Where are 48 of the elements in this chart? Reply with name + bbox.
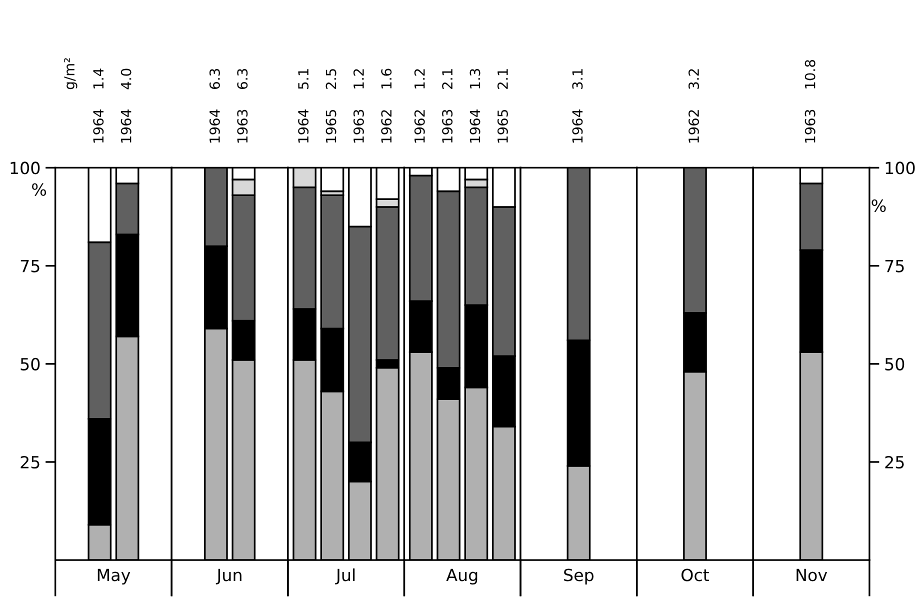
y-tick-label: 25 [20, 456, 40, 469]
y-tick-label: 75 [885, 260, 904, 272]
text: 1.3 [470, 68, 480, 88]
x-tick-label: 1963 [353, 110, 364, 143]
x-tick-label: 1965 [497, 110, 508, 143]
text: 1.2 [353, 69, 364, 88]
text: 1.6 [381, 68, 392, 88]
x-axis-title: Aug [446, 568, 478, 585]
y-tick-label: 75 [20, 260, 40, 272]
text: 6.3 [237, 68, 248, 89]
x-tick-label: 1963 [237, 110, 248, 143]
x-tick-label: 1964 [93, 110, 104, 143]
x-axis-title: Nov [796, 568, 828, 582]
text: 2.1 [497, 69, 508, 89]
x-tick-label: 1962 [381, 110, 392, 143]
text: 5.1 [298, 69, 309, 89]
y-axis-title: % [32, 183, 46, 196]
x-axis-title: Oct [682, 568, 709, 582]
x-tick-label: 1963 [442, 110, 453, 143]
text: 3.2 [688, 69, 700, 89]
y-tick-label: 50 [20, 358, 40, 370]
x-axis-title: Jul [335, 568, 355, 584]
y-axis-title: % [872, 199, 886, 212]
x-tick-label: 1965 [326, 110, 336, 143]
y-tick-label: 100 [10, 162, 40, 174]
text: 6.3 [209, 68, 220, 89]
text: 1.2 [414, 69, 425, 88]
y-tick-label: 100 [886, 162, 915, 174]
text: 2.1 [442, 69, 452, 89]
text: g/m² [64, 58, 78, 90]
x-tick-label: 1964 [470, 110, 480, 143]
text: 10.8 [804, 60, 816, 88]
x-tick-label: 1964 [298, 110, 309, 143]
text: 3.1 [572, 69, 583, 89]
x-axis-title: Sep [564, 568, 594, 585]
x-tick-label: 1962 [414, 110, 425, 143]
x-tick-label: 1964 [120, 110, 132, 143]
y-tick-label: 25 [885, 456, 904, 469]
x-axis-title: Jun [216, 568, 242, 584]
x-tick-label: 1964 [209, 110, 220, 143]
text: 1.4 [93, 68, 104, 88]
x-tick-label: 1962 [688, 110, 700, 143]
text: 4.0 [120, 68, 132, 90]
x-axis-title: May [98, 568, 130, 585]
x-tick-label: 1964 [572, 110, 583, 143]
text: 2.5 [326, 69, 336, 89]
x-tick-label: 1963 [804, 110, 816, 143]
y-tick-label: 50 [885, 358, 904, 370]
